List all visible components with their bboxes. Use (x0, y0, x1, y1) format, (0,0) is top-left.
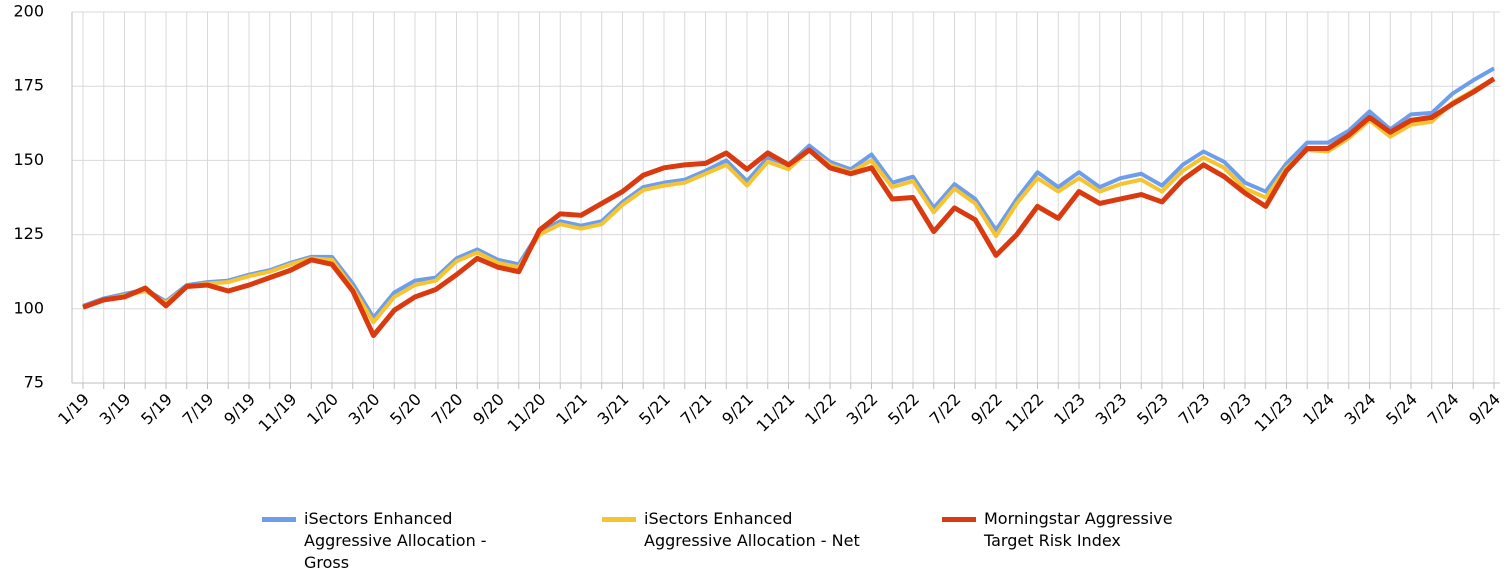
x-tick-label: 7/22 (926, 390, 965, 429)
y-tick-label: 75 (24, 373, 44, 392)
legend-swatch (262, 517, 296, 522)
x-tick-label: 7/23 (1175, 390, 1214, 429)
legend: iSectors Enhanced Aggressive Allocation … (262, 508, 1282, 574)
x-tick-label: 11/19 (254, 390, 300, 436)
y-tick-label: 125 (13, 224, 44, 243)
x-tick-label: 3/22 (843, 390, 882, 429)
x-tick-label: 3/24 (1341, 390, 1380, 429)
legend-item: iSectors Enhanced Aggressive Allocation … (262, 508, 602, 574)
x-tick-label: 1/21 (552, 390, 591, 429)
legend-swatch (942, 517, 976, 522)
x-tick-label: 1/20 (303, 390, 342, 429)
x-tick-label: 9/19 (220, 390, 259, 429)
x-tick-label: 11/21 (752, 390, 798, 436)
x-tick-label: 9/20 (469, 390, 508, 429)
series-line (82, 76, 1496, 339)
x-tick-label: 9/23 (1216, 390, 1255, 429)
legend-item: iSectors Enhanced Aggressive Allocation … (602, 508, 942, 574)
x-tick-label: 11/22 (1001, 390, 1047, 436)
x-tick-label: 5/20 (386, 390, 425, 429)
x-tick-label: 3/19 (96, 390, 135, 429)
legend-label: Morningstar Aggressive Target Risk Index (984, 509, 1173, 550)
x-tick-label: 3/21 (594, 390, 633, 429)
x-tick-label: 9/21 (718, 390, 757, 429)
y-tick-label: 175 (13, 76, 44, 95)
x-tick-label: 7/19 (179, 390, 218, 429)
x-tick-label: 9/24 (1465, 390, 1504, 429)
x-tick-label: 1/22 (801, 390, 840, 429)
legend-label: iSectors Enhanced Aggressive Allocation … (304, 509, 487, 572)
x-tick-label: 5/19 (137, 390, 176, 429)
x-tick-label: 1/24 (1299, 390, 1338, 429)
x-tick-label: 5/24 (1382, 390, 1421, 429)
x-tick-label: 5/23 (1133, 390, 1172, 429)
x-tick-label: 7/20 (428, 390, 467, 429)
x-tick-label: 1/19 (54, 390, 93, 429)
x-tick-label: 11/23 (1250, 390, 1296, 436)
x-tick-label: 3/23 (1092, 390, 1131, 429)
legend-item: Morningstar Aggressive Target Risk Index (942, 508, 1282, 574)
legend-label: iSectors Enhanced Aggressive Allocation … (644, 509, 860, 550)
x-tick-label: 5/21 (635, 390, 674, 429)
x-tick-label: 7/21 (677, 390, 716, 429)
x-tick-label: 5/22 (884, 390, 923, 429)
x-tick-label: 1/23 (1050, 390, 1089, 429)
x-tick-label: 9/22 (967, 390, 1006, 429)
legend-swatch (602, 517, 636, 522)
y-tick-label: 100 (13, 298, 44, 317)
y-tick-label: 150 (13, 150, 44, 169)
x-tick-label: 7/24 (1424, 390, 1463, 429)
y-tick-label: 200 (13, 2, 44, 21)
x-tick-label: 11/20 (503, 390, 549, 436)
x-tick-label: 3/20 (345, 390, 384, 429)
